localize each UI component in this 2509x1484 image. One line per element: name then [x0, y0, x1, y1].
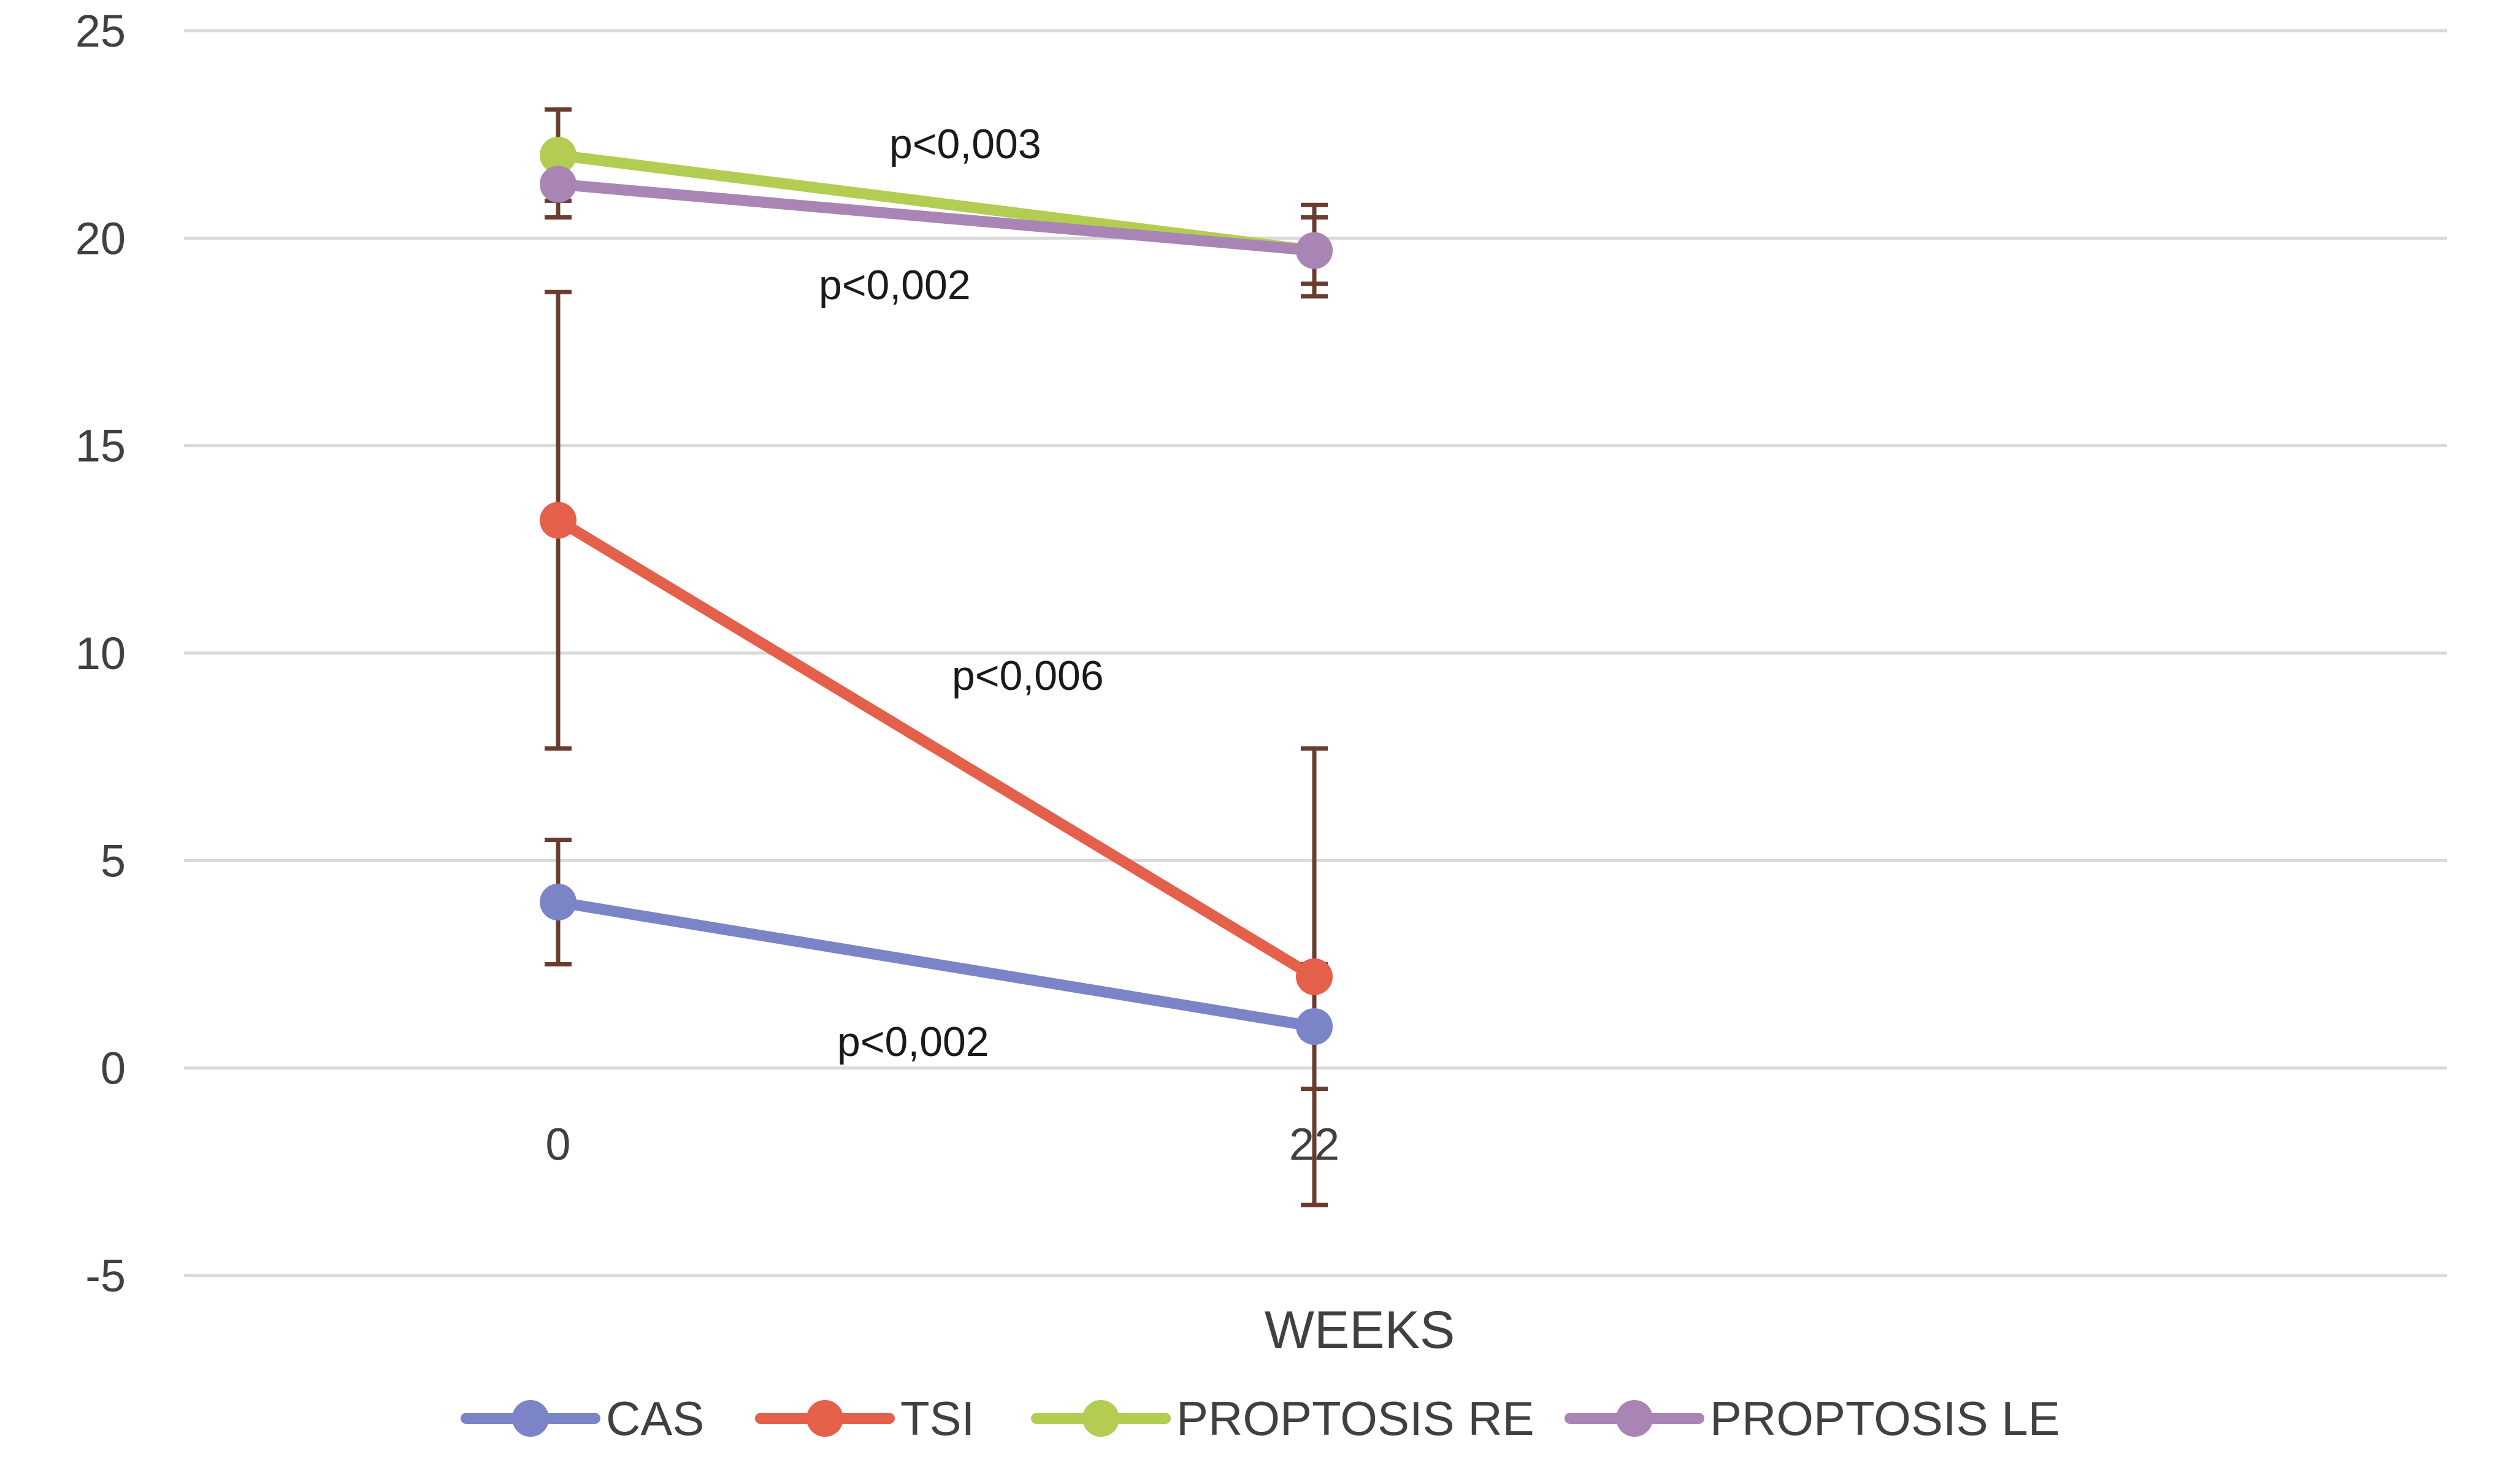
y-tick-label-20: 20	[75, 213, 126, 264]
marker-cas-0	[540, 884, 576, 920]
marker-tsi-0	[540, 502, 576, 539]
legend-item-proptosis-le: PROPTOSIS LE	[1565, 1391, 2060, 1445]
legend-marker-tsi	[806, 1400, 843, 1437]
annotation-cas-p: p<0,002	[837, 1019, 989, 1065]
y-tick-label-0: 0	[101, 1043, 126, 1094]
legend-label-tsi: TSI	[900, 1391, 975, 1445]
legend-marker-cas	[512, 1400, 549, 1437]
annotation-proptosis-le-p: p<0,002	[819, 262, 971, 308]
legend-label-cas: CAS	[606, 1391, 704, 1445]
series-markers	[540, 137, 1333, 1045]
series-line-tsi	[553, 514, 1320, 982]
y-tick-label-10: 10	[75, 628, 126, 679]
annotation-proptosis-re-p: p<0,003	[889, 121, 1041, 167]
legend-item-proptosis-re: PROPTOSIS RE	[1031, 1391, 1534, 1445]
marker-proptosis-le-22	[1296, 232, 1333, 269]
x-axis-title: WEEKS	[1265, 1301, 1455, 1360]
legend-label-proptosis-re: PROPTOSIS RE	[1176, 1391, 1534, 1445]
legend-marker-proptosis-le	[1616, 1400, 1653, 1437]
y-tick-label-15: 15	[75, 421, 126, 472]
legend-label-proptosis-le: PROPTOSIS LE	[1710, 1391, 2060, 1445]
legend-item-tsi: TSI	[755, 1391, 975, 1445]
marker-proptosis-re-0	[540, 137, 576, 174]
y-tick-label-5: -5	[85, 1250, 126, 1301]
marker-cas-22	[1296, 1008, 1333, 1045]
annotations: p<0,003 p<0,002 p<0,006 p<0,002	[819, 121, 1104, 1065]
marker-tsi-22	[1296, 958, 1333, 995]
legend: CAS TSI PROPTOSIS RE PROPTOSIS LE	[461, 1391, 2060, 1445]
legend-item-cas: CAS	[461, 1391, 704, 1445]
marker-proptosis-le-0	[540, 166, 576, 203]
series-line-cas	[553, 897, 1320, 1032]
series-line-proptosis-le	[553, 178, 1320, 256]
y-axis-ticks: 25 20 15 10 5 0 -5	[75, 6, 126, 1301]
series-lines	[553, 150, 1320, 1032]
annotation-tsi-p: p<0,006	[952, 652, 1104, 699]
x-tick-label-0: 0	[545, 1119, 570, 1170]
y-tick-label-5: 5	[101, 835, 126, 886]
x-axis-ticks: 0 22	[545, 1119, 1339, 1170]
y-tick-label-25: 25	[75, 6, 126, 56]
legend-marker-proptosis-re	[1082, 1400, 1119, 1437]
